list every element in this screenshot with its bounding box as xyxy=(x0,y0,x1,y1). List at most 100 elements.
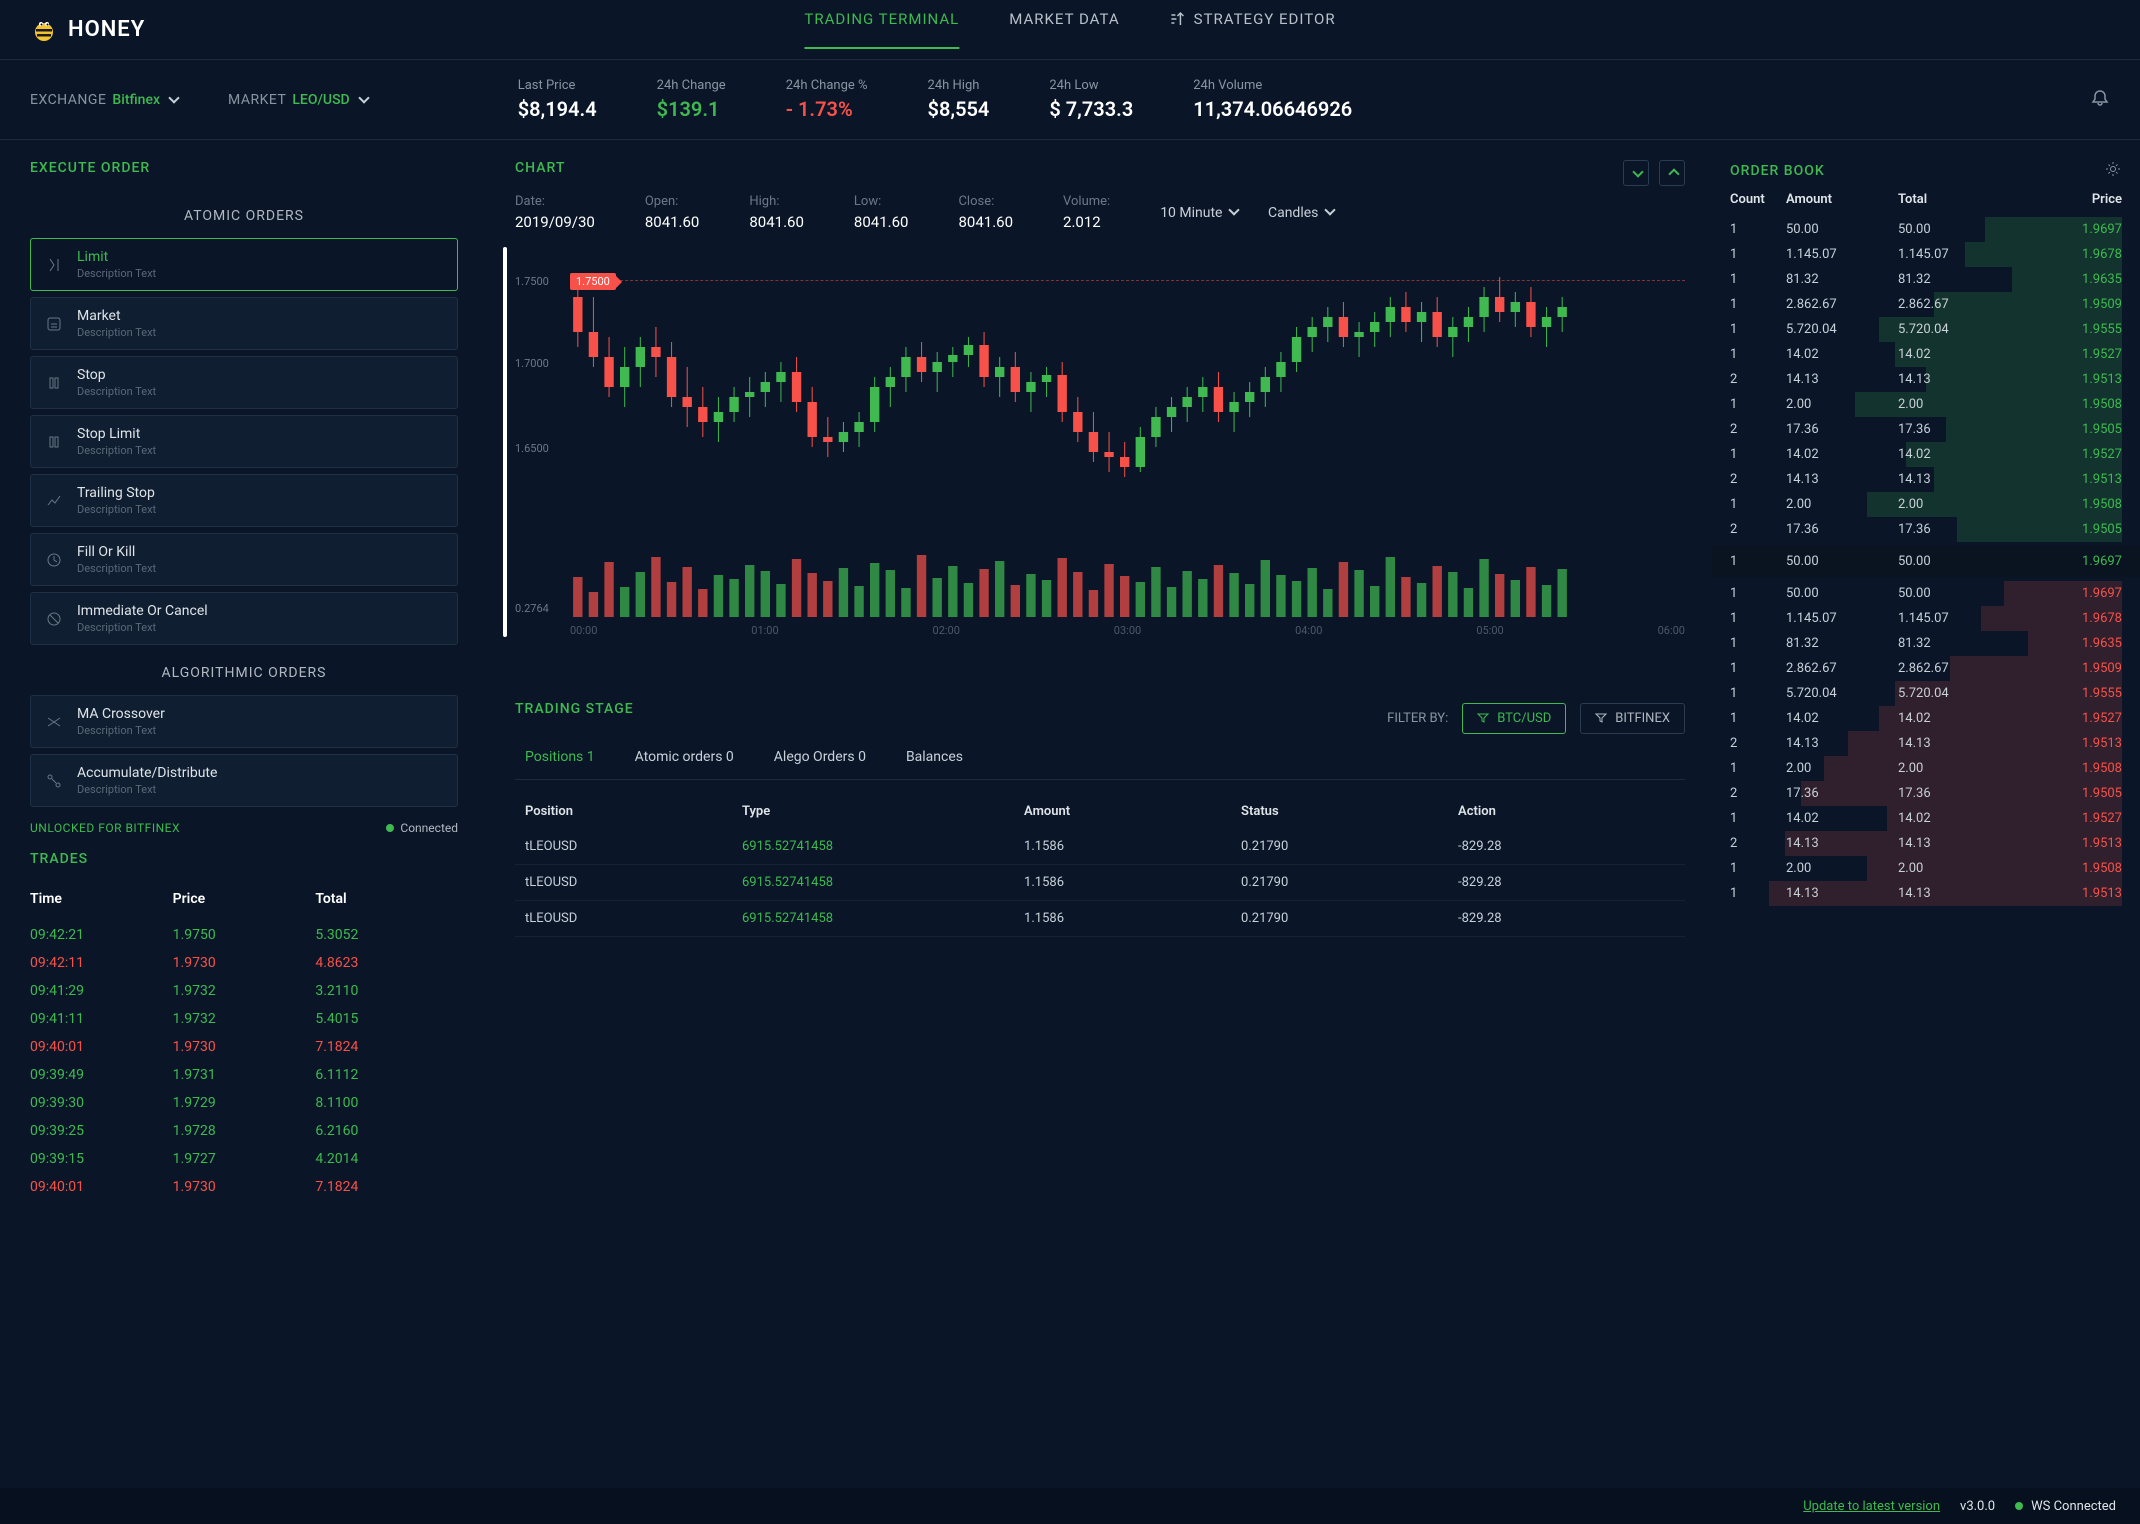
tab-trading-terminal[interactable]: TRADING TERMINAL xyxy=(804,10,959,49)
order-book-row[interactable]: 15.720.045.720.041.9555 xyxy=(1730,681,2122,706)
ws-status: WS Connected xyxy=(2015,1499,2116,1514)
chevron-up-icon xyxy=(1668,168,1679,179)
style-selector[interactable]: Candles xyxy=(1268,205,1334,221)
nav-tabs: TRADING TERMINAL MARKET DATA STRATEGY ED… xyxy=(804,10,1335,49)
chart-area[interactable]: 1.7500 1.7000 1.6500 0.2764 1.7500 00:00… xyxy=(515,247,1685,637)
order-book-row[interactable]: 12.002.001.9508 xyxy=(1730,856,2122,881)
chart-controls xyxy=(1623,160,1685,186)
order-type-fill-or-kill[interactable]: Fill Or KillDescription Text xyxy=(30,533,458,586)
y-label: 1.7500 xyxy=(515,275,549,288)
trade-row: 09:41:111.97325.4015 xyxy=(30,1005,458,1033)
market-value: LEO/USD xyxy=(292,92,349,108)
order-type-accumulate[interactable]: Accumulate/DistributeDescription Text xyxy=(30,754,458,807)
trades-header: Time Price Total xyxy=(30,885,458,921)
order-book-row[interactable]: 114.0214.021.9527 xyxy=(1730,342,2122,367)
limit-icon xyxy=(45,256,63,274)
filter-icon xyxy=(1477,712,1489,724)
trade-row: 09:39:151.97274.2014 xyxy=(30,1145,458,1173)
chevron-down-icon xyxy=(1324,204,1335,215)
order-book-row[interactable]: 12.002.001.9508 xyxy=(1730,492,2122,517)
chart-expand-button[interactable] xyxy=(1659,160,1685,186)
stat-last-price: Last Price$8,194.4 xyxy=(518,78,597,121)
volume-chart xyxy=(570,537,1570,617)
order-type-ioc[interactable]: Immediate Or CancelDescription Text xyxy=(30,592,458,645)
atomic-orders-label: ATOMIC ORDERS xyxy=(30,208,458,224)
ioc-icon xyxy=(45,610,63,628)
tab-positions[interactable]: Positions 1 xyxy=(525,749,595,765)
trade-row: 09:39:301.97298.1100 xyxy=(30,1089,458,1117)
order-book-bids: 150.0050.001.969711.145.071.145.071.9678… xyxy=(1730,581,2122,906)
tab-market-data[interactable]: MARKET DATA xyxy=(1009,10,1119,49)
order-type-trailing-stop[interactable]: Trailing StopDescription Text xyxy=(30,474,458,527)
market-selector[interactable]: MARKET LEO/USD xyxy=(228,92,368,108)
order-book-row[interactable]: 114.0214.021.9527 xyxy=(1730,442,2122,467)
stat-24h-change-pct: 24h Change %- 1.73% xyxy=(786,78,868,121)
chart-collapse-button[interactable] xyxy=(1623,160,1649,186)
order-book-row[interactable]: 12.862.672.862.671.9509 xyxy=(1730,656,2122,681)
order-book-row[interactable]: 12.862.672.862.671.9509 xyxy=(1730,292,2122,317)
tab-atomic-orders[interactable]: Atomic orders 0 xyxy=(635,749,734,765)
order-book-row[interactable]: 12.002.001.9508 xyxy=(1730,756,2122,781)
market-icon xyxy=(45,315,63,333)
order-book-row[interactable]: 217.3617.361.9505 xyxy=(1730,517,2122,542)
main-content: EXECUTE ORDER ATOMIC ORDERS LimitDescrip… xyxy=(0,140,2140,1488)
order-book-row[interactable]: 214.1314.131.9513 xyxy=(1730,367,2122,392)
trades-section: TRADES Time Price Total 09:42:211.97505.… xyxy=(30,851,458,1201)
order-book-row[interactable]: 12.002.001.9508 xyxy=(1730,392,2122,417)
connection-status: Connected xyxy=(386,821,458,835)
filter-group: FILTER BY: BTC/USD BITFINEX xyxy=(1387,703,1685,734)
filter-btc-button[interactable]: BTC/USD xyxy=(1462,703,1566,734)
ts-tabs: Positions 1 Atomic orders 0 Alego Orders… xyxy=(515,749,1685,780)
position-row[interactable]: tLEOUSD6915.527414581.15860.21790-829.28 xyxy=(515,865,1685,901)
tab-alego-orders[interactable]: Alego Orders 0 xyxy=(774,749,866,765)
order-book-row[interactable]: 150.0050.001.9697 xyxy=(1730,581,2122,606)
order-book-row[interactable]: 181.3281.321.9635 xyxy=(1730,631,2122,656)
strategy-icon xyxy=(1170,11,1186,27)
order-type-market[interactable]: MarketDescription Text xyxy=(30,297,458,350)
order-book-row[interactable]: 150.0050.001.9697 xyxy=(1730,217,2122,242)
interval-selector[interactable]: 10 Minute xyxy=(1160,205,1238,221)
update-link[interactable]: Update to latest version xyxy=(1803,1499,1940,1514)
right-panel: ORDER BOOK Count Amount Total Price 150.… xyxy=(1710,140,2140,1488)
position-row[interactable]: tLEOUSD6915.527414581.15860.21790-829.28 xyxy=(515,901,1685,937)
position-row[interactable]: tLEOUSD6915.527414581.15860.21790-829.28 xyxy=(515,829,1685,865)
order-book-row[interactable]: 114.1314.131.9513 xyxy=(1730,881,2122,906)
tab-balances[interactable]: Balances xyxy=(906,749,963,765)
order-type-limit[interactable]: LimitDescription Text xyxy=(30,238,458,291)
y-label: 0.2764 xyxy=(515,602,549,615)
stats-bar: EXCHANGE Bitfinex MARKET LEO/USD Last Pr… xyxy=(0,60,2140,140)
stat-24h-volume: 24h Volume11,374.06646926 xyxy=(1193,78,1352,121)
order-book-title: ORDER BOOK xyxy=(1730,163,1825,179)
order-book-row[interactable]: 214.1314.131.9513 xyxy=(1730,467,2122,492)
candlestick-chart xyxy=(570,247,1570,527)
left-panel: EXECUTE ORDER ATOMIC ORDERS LimitDescrip… xyxy=(0,140,490,1488)
stat-24h-change: 24h Change$139.1 xyxy=(657,78,726,121)
order-book-row[interactable]: 114.0214.021.9527 xyxy=(1730,706,2122,731)
order-book-row[interactable]: 214.1314.131.9513 xyxy=(1730,831,2122,856)
order-type-stop-limit[interactable]: Stop LimitDescription Text xyxy=(30,415,458,468)
order-book-row[interactable]: 11.145.071.145.071.9678 xyxy=(1730,606,2122,631)
x-axis: 00:00 01:00 02:00 03:00 04:00 05:00 06:0… xyxy=(570,624,1685,637)
order-book-row[interactable]: 181.3281.321.9635 xyxy=(1730,267,2122,292)
notification-icon[interactable] xyxy=(2090,88,2110,112)
accum-icon xyxy=(45,772,63,790)
order-book-row[interactable]: 114.0214.021.9527 xyxy=(1730,806,2122,831)
exchange-selector[interactable]: EXCHANGE Bitfinex xyxy=(30,92,178,108)
order-book-row[interactable]: 217.3617.361.9505 xyxy=(1730,781,2122,806)
tab-strategy-editor[interactable]: STRATEGY EDITOR xyxy=(1170,10,1336,49)
order-book-row[interactable]: 214.1314.131.9513 xyxy=(1730,731,2122,756)
center-panel: CHART Date:2019/09/30 Open:8041.60 High:… xyxy=(490,140,1710,1488)
brand-name: HONEY xyxy=(68,17,145,42)
trade-row: 09:39:251.97286.2160 xyxy=(30,1117,458,1145)
y-label: 1.7000 xyxy=(515,357,549,370)
filter-bitfinex-button[interactable]: BITFINEX xyxy=(1580,703,1685,734)
gear-icon[interactable] xyxy=(2104,160,2122,182)
order-type-ma-crossover[interactable]: MA CrossoverDescription Text xyxy=(30,695,458,748)
footer: Update to latest version v3.0.0 WS Conne… xyxy=(0,1488,2140,1524)
order-book-row[interactable]: 11.145.071.145.071.9678 xyxy=(1730,242,2122,267)
chevron-down-icon xyxy=(168,92,179,103)
order-book-row[interactable]: 217.3617.361.9505 xyxy=(1730,417,2122,442)
order-type-stop[interactable]: StopDescription Text xyxy=(30,356,458,409)
bee-icon xyxy=(30,16,58,44)
order-book-row[interactable]: 15.720.045.720.041.9555 xyxy=(1730,317,2122,342)
